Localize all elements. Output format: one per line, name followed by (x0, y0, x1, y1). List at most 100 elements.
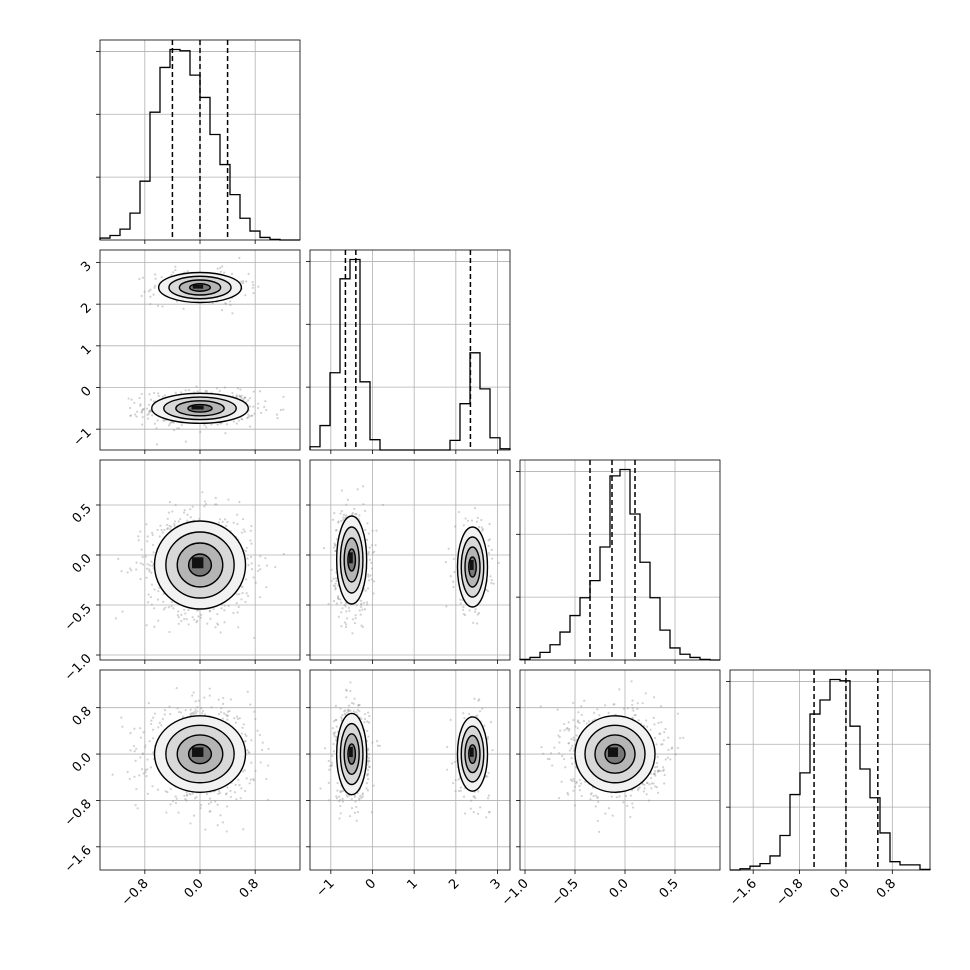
scatter-point (334, 529, 338, 532)
scatter-point (444, 560, 447, 564)
scatter-point (572, 738, 576, 742)
scatter-point (174, 391, 177, 394)
scatter-point (481, 529, 484, 532)
scatter-point (481, 707, 484, 710)
scatter-point (333, 733, 336, 736)
scatter-point (163, 394, 167, 397)
scatter-point (331, 518, 335, 521)
scatter-point (568, 727, 571, 731)
scatter-point (332, 600, 336, 603)
scatter-point (327, 781, 330, 784)
scatter-point (334, 549, 337, 553)
scatter-point (174, 269, 177, 272)
scatter-point (231, 391, 234, 395)
scatter-point (631, 707, 634, 710)
scatter-point (361, 485, 365, 488)
scatter-point (216, 613, 219, 616)
scatter-point (222, 696, 225, 700)
scatter-point (353, 811, 357, 814)
scatter-point (224, 302, 227, 306)
scatter-point (366, 774, 369, 777)
scatter-point (351, 513, 354, 516)
scatter-point (223, 621, 226, 624)
scatter-point (367, 769, 370, 772)
scatter-point (184, 389, 187, 392)
contour-line (165, 531, 235, 599)
scatter-point (340, 790, 343, 793)
scatter-point (350, 807, 354, 810)
scatter-point (242, 723, 245, 726)
scatter-point (356, 488, 359, 491)
scatter-point (256, 729, 259, 732)
scatter-point (474, 715, 478, 718)
scatter-point (189, 713, 192, 716)
scatter-point (164, 790, 167, 793)
scatter-point (492, 582, 495, 585)
scatter-point (121, 610, 124, 613)
scatter-point (486, 797, 490, 800)
scatter-point (168, 424, 171, 427)
scatter-point (176, 614, 179, 617)
scatter-point (149, 288, 152, 291)
scatter-point (223, 609, 226, 612)
scatter-point (139, 562, 142, 565)
scatter-point (154, 273, 157, 276)
scatter-point (152, 391, 156, 395)
scatter-point (216, 803, 219, 806)
scatter-point (133, 727, 136, 730)
scatter-point (133, 401, 136, 405)
scatter-point (486, 736, 490, 739)
scatter-point (655, 743, 658, 746)
scatter-point (463, 614, 467, 617)
scatter-point (165, 811, 168, 814)
scatter-point (225, 423, 229, 426)
scatter-point (363, 721, 366, 724)
scatter-point (341, 713, 344, 717)
contour-line (187, 743, 213, 765)
scatter-point (453, 525, 457, 528)
scatter-point (139, 736, 142, 739)
scatter-point (160, 528, 163, 532)
scatter-point (367, 711, 370, 714)
scatter-point (611, 814, 614, 817)
scatter-point (185, 794, 189, 797)
scatter-point (239, 797, 242, 800)
scatter-point (177, 616, 180, 619)
joint-panel-3-1 (309, 669, 511, 871)
scatter-point (366, 773, 369, 776)
scatter-point (147, 290, 151, 293)
scatter-point (656, 755, 659, 758)
scatter-point (257, 285, 260, 288)
histogram-step-line (730, 678, 931, 871)
scatter-point (148, 393, 151, 396)
scatter-point (216, 267, 219, 270)
scatter-point (251, 286, 254, 289)
scatter-point (168, 524, 171, 527)
scatter-point (200, 613, 203, 616)
scatter-point (359, 794, 362, 798)
scatter-point (332, 732, 335, 735)
scatter-point (343, 621, 347, 624)
scatter-point (177, 622, 180, 625)
scatter-point (378, 744, 381, 748)
scatter-point (556, 708, 559, 711)
scatter-point (219, 266, 222, 269)
scatter-point (241, 770, 245, 773)
scatter-point (338, 795, 341, 798)
scatter-point (138, 774, 141, 777)
scatter-point (241, 591, 244, 595)
scatter-point (358, 799, 361, 802)
scatter-point (141, 555, 144, 559)
scatter-point (214, 800, 217, 803)
scatter-point (163, 709, 167, 712)
scatter-point (445, 605, 448, 608)
scatter-point (459, 598, 462, 601)
scatter-point (485, 816, 488, 819)
scatter-point (145, 624, 148, 627)
contour-line (335, 712, 368, 796)
scatter-point (141, 752, 144, 755)
scatter-point (170, 600, 174, 604)
scatter-point (251, 283, 255, 287)
scatter-point (462, 608, 465, 612)
